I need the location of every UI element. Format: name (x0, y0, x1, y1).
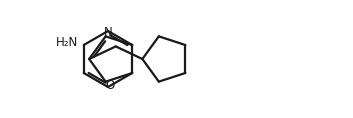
Text: H₂N: H₂N (55, 36, 78, 48)
Text: O: O (105, 79, 114, 92)
Text: N: N (104, 26, 113, 39)
